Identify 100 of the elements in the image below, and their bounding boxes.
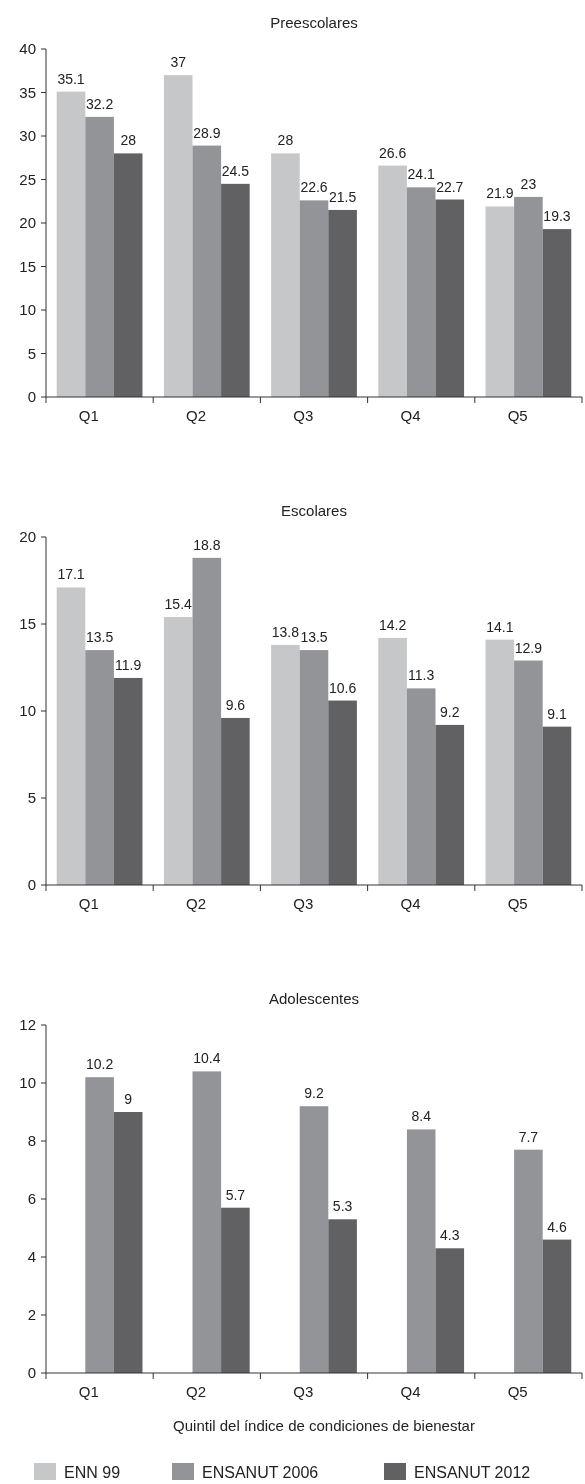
x-tick-label: Q1	[78, 895, 99, 912]
data-label: 5.3	[332, 1198, 353, 1215]
data-label: 9.2	[304, 1085, 324, 1102]
data-label: 24.5	[221, 162, 250, 179]
x-tick-label: Q3	[293, 407, 314, 424]
y-tick-label: 30	[19, 127, 36, 145]
data-label: 18.8	[193, 536, 221, 553]
bar	[113, 1112, 143, 1373]
data-label: 9.1	[547, 705, 567, 722]
bar	[435, 199, 465, 397]
bar	[85, 650, 114, 885]
y-tick-label: 0	[27, 388, 36, 406]
bar	[221, 1207, 250, 1373]
y-tick-label: 10	[19, 702, 36, 720]
y-tick-label: 6	[27, 1190, 36, 1208]
x-tick-label: Q2	[186, 1383, 207, 1400]
data-label: 5.7	[225, 1186, 246, 1203]
data-label: 8.4	[411, 1108, 432, 1125]
bar	[113, 153, 143, 397]
bar	[542, 229, 572, 397]
bar	[56, 587, 86, 885]
data-label: 22.7	[436, 178, 464, 195]
data-label: 14.1	[486, 618, 514, 635]
x-tick-label: Q1	[78, 1383, 99, 1400]
y-tick-label: 40	[19, 40, 36, 58]
bar	[85, 1077, 114, 1373]
bar	[271, 644, 300, 885]
bar	[378, 165, 407, 397]
y-tick-label: 20	[19, 214, 36, 232]
data-label: 11.3	[408, 667, 435, 684]
data-label: 28	[277, 132, 294, 149]
data-label: 12.9	[514, 639, 543, 656]
data-label: 35.1	[57, 70, 85, 87]
data-label: 24.1	[407, 166, 436, 183]
bar	[485, 639, 515, 885]
bar	[406, 1129, 436, 1373]
y-tick-label: 10	[19, 301, 36, 319]
bar	[406, 688, 436, 885]
legend-label: ENSANUT 2006	[202, 1464, 319, 1481]
x-tick-label: Q5	[507, 1383, 528, 1400]
data-label: 10.2	[85, 1056, 114, 1073]
x-tick-label: Q2	[186, 407, 207, 424]
data-label: 21.9	[486, 185, 514, 202]
data-label: 22.6	[300, 179, 328, 196]
x-tick-label: Q4	[400, 1383, 421, 1400]
bar	[192, 145, 222, 397]
y-tick-label: 10	[19, 1074, 36, 1092]
bar	[378, 637, 407, 885]
data-label: 9	[124, 1091, 133, 1107]
bar	[221, 717, 250, 885]
y-tick-label: 4	[27, 1248, 36, 1266]
data-label: 17.1	[57, 566, 85, 583]
chart-title: Escolares	[281, 502, 347, 519]
y-tick-label: 5	[27, 344, 36, 362]
x-tick-label: Q1	[78, 407, 99, 424]
y-tick-label: 8	[27, 1132, 36, 1150]
data-label: 21.5	[328, 188, 357, 205]
data-label: 23	[520, 175, 537, 192]
data-label: 19.3	[543, 208, 571, 225]
y-tick-label: 2	[27, 1306, 36, 1324]
bar	[435, 724, 465, 885]
bar	[542, 726, 572, 885]
y-tick-label: 12	[19, 1016, 36, 1034]
bar	[192, 557, 222, 885]
x-tick-label: Q4	[400, 407, 421, 424]
x-tick-label: Q3	[293, 895, 314, 912]
bar	[328, 209, 357, 397]
data-label: 4.3	[440, 1227, 460, 1244]
y-tick-label: 15	[19, 615, 36, 633]
y-tick-label: 0	[27, 876, 36, 894]
y-tick-label: 35	[19, 83, 36, 101]
data-label: 4.6	[547, 1218, 567, 1235]
x-axis-title: Quintil del índice de condiciones de bienestar	[173, 1417, 475, 1434]
bar	[328, 1219, 357, 1373]
y-tick-label: 0	[27, 1364, 36, 1382]
bar	[299, 650, 329, 885]
data-label: 9.6	[225, 696, 246, 713]
data-label: 26.6	[378, 144, 407, 161]
x-tick-label: Q4	[400, 895, 421, 912]
bar	[514, 660, 543, 885]
bar	[221, 183, 250, 397]
y-tick-label: 25	[19, 170, 36, 188]
x-tick-label: Q3	[293, 1383, 314, 1400]
bar	[542, 1239, 572, 1373]
data-label: 28.9	[193, 124, 221, 141]
bar	[163, 75, 193, 397]
data-label: 10.6	[328, 679, 357, 696]
bar	[299, 200, 329, 397]
bar	[299, 1106, 329, 1373]
bar	[163, 617, 193, 885]
bar	[328, 700, 357, 885]
data-label: 9.2	[440, 703, 460, 720]
data-label: 13.5	[85, 629, 114, 646]
chart-title: Adolescentes	[268, 990, 360, 1007]
legend-label: ENN 99	[64, 1464, 121, 1481]
data-label: 37	[170, 54, 187, 71]
bar	[514, 1149, 543, 1373]
x-tick-label: Q5	[507, 895, 528, 912]
data-label: 14.2	[378, 616, 407, 633]
data-label: 13.8	[271, 623, 300, 640]
